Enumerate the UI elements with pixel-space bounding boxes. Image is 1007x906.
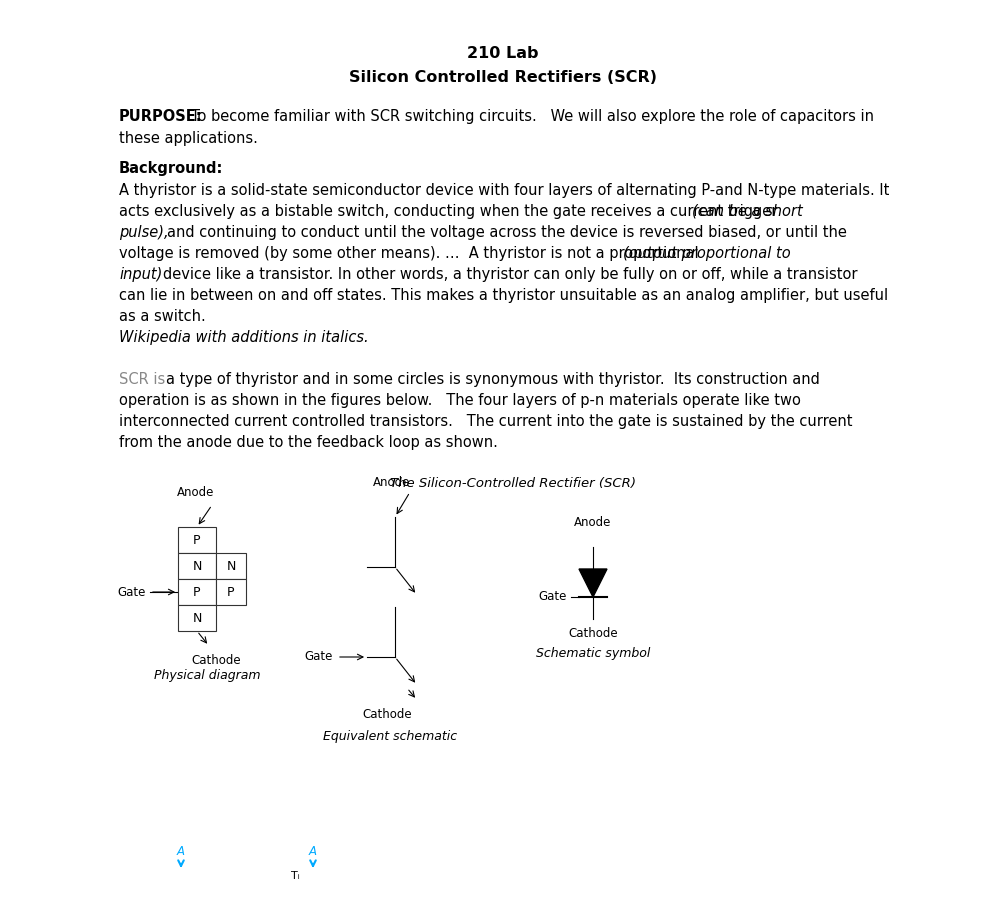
Text: 210 Lab: 210 Lab [467, 46, 539, 61]
Text: voltage is removed (by some other means). …  A thyristor is not a proportional: voltage is removed (by some other means)… [119, 246, 703, 261]
Text: A: A [309, 845, 317, 858]
Text: pulse),: pulse), [119, 225, 168, 240]
Text: Background:: Background: [119, 161, 224, 176]
Text: P: P [193, 585, 200, 599]
Text: acts exclusively as a bistable switch, conducting when the gate receives a curre: acts exclusively as a bistable switch, c… [119, 204, 782, 219]
Text: Anode: Anode [574, 516, 611, 529]
Text: interconnected current controlled transistors.   The current into the gate is su: interconnected current controlled transi… [119, 414, 853, 429]
Text: A: A [177, 845, 185, 858]
Bar [215, 579, 246, 605]
Bar [178, 579, 215, 605]
Text: Cathode: Cathode [191, 654, 241, 667]
Text: N: N [227, 560, 236, 573]
Text: Schematic symbol: Schematic symbol [536, 647, 651, 660]
Text: (output proportional to: (output proportional to [623, 246, 790, 261]
Text: Anode: Anode [373, 476, 411, 489]
Text: Tᵢ: Tᵢ [291, 871, 300, 881]
Polygon shape [579, 569, 607, 597]
Text: operation is as shown in the figures below.   The four layers of p-n materials o: operation is as shown in the figures bel… [119, 393, 801, 408]
Text: SCR is: SCR is [119, 372, 165, 387]
Text: The Silicon-Controlled Rectifier (SCR): The Silicon-Controlled Rectifier (SCR) [390, 477, 636, 490]
Bar [178, 527, 215, 553]
Text: Gate: Gate [118, 585, 146, 599]
Text: P: P [228, 585, 235, 599]
Text: P: P [193, 534, 200, 546]
Bar [178, 553, 215, 579]
Text: (can be a short: (can be a short [692, 204, 803, 219]
Text: Cathode: Cathode [568, 627, 618, 640]
Text: these applications.: these applications. [119, 131, 258, 146]
Text: input): input) [119, 267, 162, 282]
Text: a type of thyristor and in some circles is synonymous with thyristor.  Its const: a type of thyristor and in some circles … [166, 372, 820, 387]
Text: device like a transistor. In other words, a thyristor can only be fully on or of: device like a transistor. In other words… [163, 267, 858, 282]
Text: Gate: Gate [539, 591, 567, 603]
Text: Anode: Anode [177, 486, 214, 499]
Text: and continuing to conduct until the voltage across the device is reversed biased: and continuing to conduct until the volt… [167, 225, 847, 240]
Text: Wikipedia with additions in italics.: Wikipedia with additions in italics. [119, 330, 369, 345]
Text: Silicon Controlled Rectifiers (SCR): Silicon Controlled Rectifiers (SCR) [349, 70, 657, 85]
Text: as a switch.: as a switch. [119, 309, 205, 324]
Text: Equivalent schematic: Equivalent schematic [323, 730, 457, 743]
Text: from the anode due to the feedback loop as shown.: from the anode due to the feedback loop … [119, 435, 497, 450]
Text: N: N [192, 560, 201, 573]
Text: A thyristor is a solid-state semiconductor device with four layers of alternatin: A thyristor is a solid-state semiconduct… [119, 183, 889, 198]
Text: To become familiar with SCR switching circuits.   We will also explore the role : To become familiar with SCR switching ci… [191, 109, 874, 124]
Text: Cathode: Cathode [363, 708, 412, 721]
Text: Gate: Gate [305, 651, 333, 663]
Bar [178, 605, 215, 631]
Text: Physical diagram: Physical diagram [154, 669, 260, 682]
Text: PURPOSE:: PURPOSE: [119, 109, 202, 124]
Text: N: N [192, 612, 201, 624]
Text: can lie in between on and off states. This makes a thyristor unsuitable as an an: can lie in between on and off states. Th… [119, 288, 888, 303]
Bar [215, 553, 246, 579]
